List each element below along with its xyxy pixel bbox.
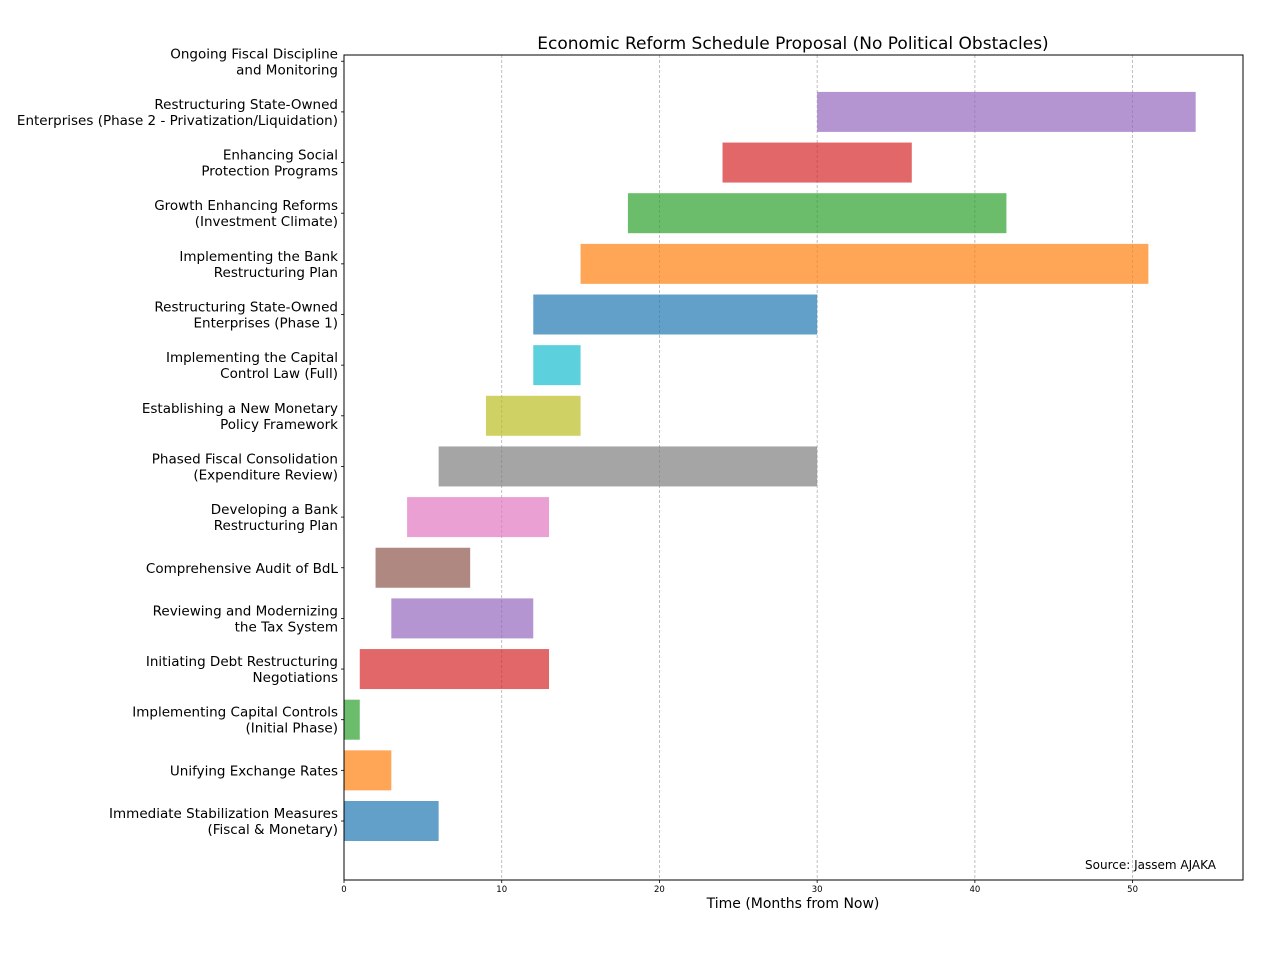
task-label: Establishing a New Monetary Policy Framew… <box>142 401 338 433</box>
x-tick-label: 20 <box>654 885 665 895</box>
task-label: Restructuring State-Owned Enterprises (Ph… <box>154 300 338 332</box>
task-bar <box>344 699 360 740</box>
task-label: Implementing the Capital Control Law (Ful… <box>166 350 338 382</box>
task-label: Growth Enhancing Reforms (Investment Clim… <box>154 198 338 230</box>
x-tick-label: 10 <box>496 885 507 895</box>
task-label: Restructuring State-Owned Enterprises (Ph… <box>17 97 338 129</box>
task-bar <box>359 649 550 690</box>
task-bars <box>344 91 1196 841</box>
task-bar <box>580 243 1149 284</box>
task-bar <box>722 142 912 183</box>
task-label: Phased Fiscal Consolidation (Expenditure … <box>152 451 338 483</box>
x-tick-label: 0 <box>341 885 346 895</box>
task-label: Immediate Stabilization Measures (Fiscal … <box>109 806 338 838</box>
task-label: Reviewing and Modernizing the Tax System <box>153 603 338 635</box>
x-tick-label: 50 <box>1127 885 1138 895</box>
task-bar <box>438 446 818 487</box>
task-label: Unifying Exchange Rates <box>170 763 338 779</box>
x-axis-label: Time (Months from Now) <box>706 896 880 912</box>
task-bar <box>391 598 534 639</box>
y-axis-ticks: Immediate Stabilization Measures (Fiscal … <box>17 46 344 838</box>
task-label: Ongoing Fiscal Discipline and Monitoring <box>170 46 338 78</box>
task-label: Implementing Capital Controls (Initial Ph… <box>132 705 338 737</box>
task-label: Comprehensive Audit of BdL <box>146 561 339 577</box>
task-bar <box>375 547 471 588</box>
task-label: Implementing the Bank Restructuring Plan <box>179 249 338 281</box>
plot-frame <box>343 54 1244 881</box>
task-bar <box>817 91 1196 132</box>
task-bar <box>344 801 439 841</box>
task-bar <box>407 497 550 538</box>
x-axis-ticks: 0 10 20 30 40 50 <box>341 880 1138 895</box>
task-bar <box>533 345 581 386</box>
x-tick-label: 40 <box>969 885 980 895</box>
task-label: Initiating Debt Restructuring Negotiation… <box>146 654 338 686</box>
task-bar <box>344 750 392 791</box>
task-label: Enhancing Social Protection Programs <box>201 148 338 180</box>
task-bar <box>485 395 581 436</box>
x-tick-label: 30 <box>812 885 823 895</box>
chart-title: Economic Reform Schedule Proposal (No Po… <box>537 34 1048 54</box>
source-annotation: Source: Jassem AJAKA <box>1085 858 1217 872</box>
task-bar <box>627 193 1007 234</box>
task-label: Developing a Bank Restructuring Plan <box>211 502 338 534</box>
task-bar <box>533 294 818 335</box>
